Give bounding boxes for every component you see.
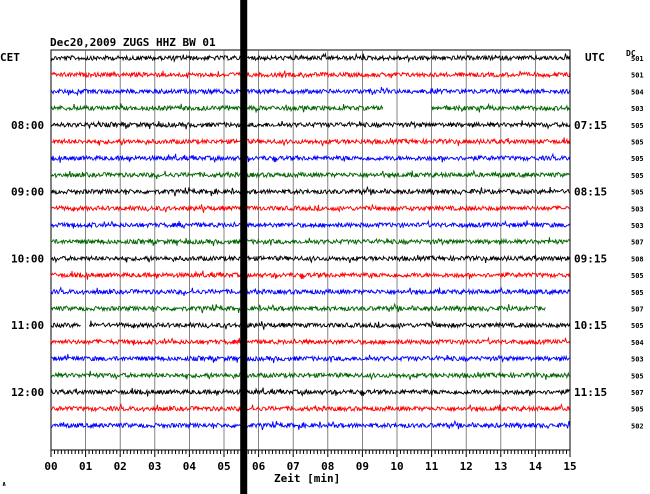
labels: Dec20,2009 ZUGS HHZ BW 01 CET UTC DC Zei…: [0, 36, 636, 488]
trace-row: [50, 52, 571, 64]
dc-value-label: 501: [631, 72, 644, 80]
dc-value-label: 503: [631, 222, 644, 230]
x-tick-label: 06: [252, 460, 266, 473]
dc-value-label: 505: [631, 189, 644, 197]
utc-time-label: 08:15: [574, 186, 607, 199]
dc-value-label: 503: [631, 205, 644, 213]
dc-value-label: 505: [631, 372, 644, 380]
utc-time-label: 11:15: [574, 386, 607, 399]
cet-axis-label: CET: [0, 51, 20, 64]
dc-value-label: 507: [631, 389, 644, 397]
trace-row: [50, 102, 571, 113]
utc-time-label: 10:15: [574, 319, 607, 332]
trace-row: [50, 137, 571, 147]
x-tick-label: 08: [321, 460, 334, 473]
dc-header: DC: [626, 49, 636, 58]
utc-time-label: 09:15: [574, 252, 607, 265]
dc-value-label: 505: [631, 322, 644, 330]
dc-value-label: 507: [631, 239, 644, 247]
grid-lines: [50, 49, 571, 457]
utc-axis-label: UTC: [585, 51, 605, 64]
chart-title: Dec20,2009 ZUGS HHZ BW 01: [50, 36, 216, 49]
trace-row: [50, 370, 571, 381]
cet-time-label: 09:00: [11, 186, 44, 199]
x-tick-label: 05: [217, 460, 230, 473]
dc-value-label: 502: [631, 422, 644, 430]
x-tick-label: 07: [287, 460, 300, 473]
dc-value-label: 504: [631, 339, 644, 347]
dc-value-label: 507: [631, 306, 644, 314]
dc-value-label: 504: [631, 88, 644, 96]
trace-row: [50, 120, 571, 130]
trace-row: [50, 302, 546, 314]
dc-value-label: 505: [631, 289, 644, 297]
vertical-marker-bar: [240, 0, 248, 494]
dc-value-label: 505: [631, 155, 644, 163]
trace-row: [50, 86, 571, 97]
trace-row: [50, 286, 571, 296]
cet-time-label: 11:00: [11, 319, 44, 332]
utc-time-label: 07:15: [574, 119, 607, 132]
x-tick-label: 10: [390, 460, 403, 473]
trace-row: [50, 336, 571, 347]
cet-time-label: 08:00: [11, 119, 44, 132]
trace-row: [50, 403, 571, 413]
trace-row: [50, 387, 571, 397]
x-tick-label: 11: [425, 460, 439, 473]
axis-tick-labels: 00 01 02 03 04 05 06 07 08 09 10 11 12 13 14 15 08:00 09:…: [11, 55, 644, 473]
trace-row: [50, 353, 571, 364]
x-tick-label: 09: [356, 460, 369, 473]
corner-mark: ∧: [2, 480, 6, 488]
dc-value-label: 505: [631, 272, 644, 280]
dc-value-label: 503: [631, 105, 644, 113]
cet-time-label: 12:00: [11, 386, 44, 399]
x-tick-label: 12: [460, 460, 473, 473]
dc-value-label: 503: [631, 356, 644, 364]
x-axis-label: Zeit [min]: [274, 472, 340, 485]
dc-value-label: 508: [631, 255, 644, 263]
trace-row: [50, 185, 571, 197]
x-tick-label: 00: [44, 460, 57, 473]
trace-row: [50, 254, 571, 264]
x-tick-label: 04: [183, 460, 197, 473]
dc-value-label: 505: [631, 122, 644, 130]
trace-row: [50, 203, 571, 213]
x-tick-label: 13: [494, 460, 507, 473]
traces: [50, 52, 571, 431]
x-tick-label: 03: [148, 460, 161, 473]
trace-row: [50, 419, 571, 431]
x-tick-label: 02: [114, 460, 127, 473]
trace-row: [50, 320, 571, 330]
trace-row: [50, 270, 571, 280]
dc-value-label: 501: [631, 55, 644, 63]
dc-value-label: 505: [631, 406, 644, 414]
trace-row: [50, 219, 571, 230]
x-tick-label: 14: [529, 460, 543, 473]
trace-row: [50, 152, 571, 164]
trace-row: [50, 169, 570, 180]
cet-time-label: 10:00: [11, 252, 44, 265]
dc-value-label: 505: [631, 172, 644, 180]
x-tick-label: 01: [79, 460, 93, 473]
dc-value-label: 505: [631, 139, 644, 147]
trace-row: [50, 237, 571, 247]
trace-row: [50, 70, 571, 79]
x-tick-label: 15: [563, 460, 576, 473]
